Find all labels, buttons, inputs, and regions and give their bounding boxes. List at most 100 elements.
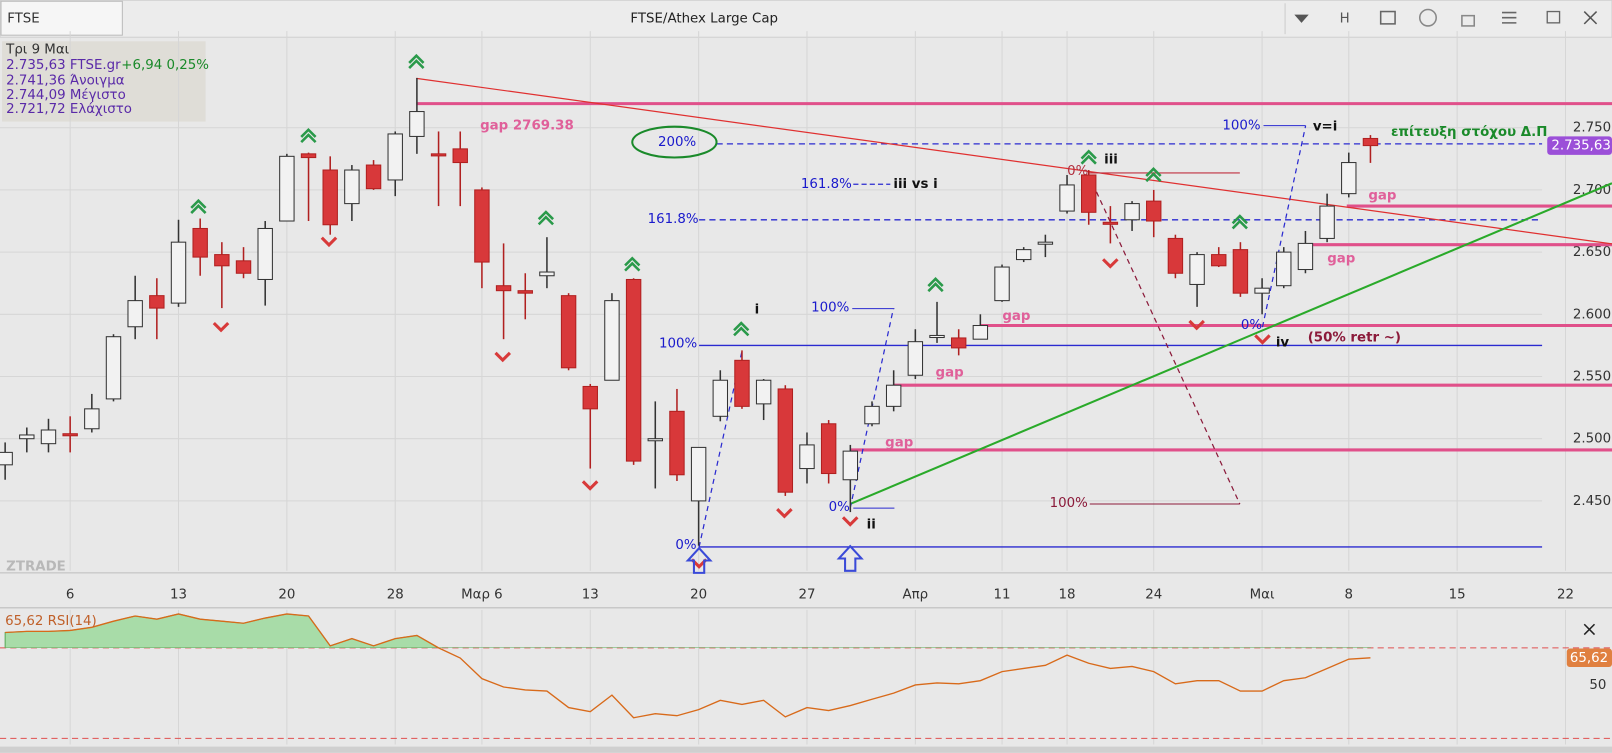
sell-signal (212, 321, 230, 333)
annotation: 100% (1050, 496, 1088, 511)
candle-body (322, 169, 338, 226)
buy-signal (190, 198, 207, 214)
candle-body (452, 148, 468, 164)
buy-signal (733, 321, 750, 337)
close-indicator-button[interactable] (1583, 623, 1596, 636)
x-tick-label: 15 (1449, 587, 1466, 602)
candle-body (1189, 254, 1205, 285)
menu-button[interactable] (1501, 11, 1517, 24)
candle-body (474, 189, 490, 263)
sell-signal (494, 351, 512, 363)
y-tick-label: 2.650 (1573, 245, 1611, 260)
symbol-tab[interactable] (0, 0, 123, 36)
annotation: ii (867, 518, 876, 533)
candle-body (365, 164, 382, 190)
candle-body (820, 423, 837, 475)
x-tick-label: 13 (582, 587, 599, 602)
annotation: 0% (675, 538, 696, 553)
trend-line (849, 182, 1612, 505)
candle-body (1146, 200, 1162, 222)
close-button[interactable] (1583, 10, 1598, 25)
x-tick-label: Μαι (1250, 587, 1275, 602)
info-open: 2.741,36 Άνοιγμα (6, 72, 125, 88)
y-tick-label: 2.600 (1573, 307, 1611, 322)
candle-body (929, 334, 945, 339)
lock-button[interactable] (1461, 14, 1476, 27)
rsi-line (5, 613, 1371, 719)
annotation: iii (1104, 153, 1118, 168)
candle-body (1037, 241, 1054, 245)
annotation: gap (1327, 251, 1355, 266)
scrollbar[interactable] (0, 746, 1612, 753)
candle-body (755, 379, 772, 405)
rsi-last-label: 65,62 (1570, 651, 1608, 666)
candle-body (560, 295, 577, 369)
candle-body (647, 438, 663, 442)
candle-body (84, 408, 100, 430)
candle-body (517, 290, 533, 294)
x-tick-label: 20 (690, 587, 707, 602)
annotation: 161.8% (648, 212, 699, 227)
candle-body (885, 384, 902, 407)
annotation: 0% (1241, 318, 1262, 333)
candle-body (1319, 205, 1335, 239)
dropdown-button[interactable] (1294, 14, 1309, 23)
candle-body (1211, 254, 1227, 267)
candle-body (1102, 221, 1119, 225)
x-tick-label: 22 (1557, 587, 1574, 602)
layout-button[interactable] (1379, 10, 1396, 25)
x-tick-label: 27 (798, 587, 815, 602)
candle-body (1276, 251, 1292, 287)
annotation: 0% (1067, 164, 1088, 179)
x-tick-label: 18 (1059, 587, 1076, 602)
annotation: v=i (1313, 120, 1337, 135)
annotation: gap (885, 435, 913, 450)
candle-body (907, 341, 924, 376)
info-date: Τρι 9 Μαι (5, 43, 69, 58)
candle-body (1254, 287, 1270, 294)
last-price-box (1547, 136, 1612, 155)
candle-body (799, 444, 815, 470)
sell-signal (841, 516, 859, 527)
candle-body (105, 336, 122, 400)
annotation: (50% retr ~) (1308, 330, 1401, 345)
candle-body (734, 359, 750, 407)
candle-body (712, 379, 729, 417)
buy-signal (927, 277, 944, 293)
rsi-title: 65,62 RSI(14) (5, 614, 97, 629)
x-tick-label: 20 (278, 587, 295, 602)
info-low: 2.721,72 Ελάχιστο (6, 101, 132, 117)
rsi-last-box (1566, 648, 1612, 668)
x-tick-label: 13 (170, 587, 187, 602)
candle-body (0, 451, 13, 466)
annotation: 0% (829, 500, 850, 515)
annotation: iv (1276, 336, 1290, 351)
h-button[interactable]: H (1340, 12, 1350, 27)
last-price-label: 2.735,63 (1551, 139, 1611, 154)
candle-body (300, 153, 317, 159)
buy-signal (408, 53, 425, 69)
candle-body (1015, 249, 1032, 261)
info-change: +6,94 0,25% (121, 58, 209, 73)
comment-button[interactable] (1418, 8, 1437, 27)
y-tick-label: 2.550 (1573, 370, 1611, 385)
candle-body (864, 405, 880, 425)
buy-signal (1145, 167, 1162, 183)
sell-signal (581, 480, 599, 491)
candle-body (235, 260, 252, 274)
sell-signal (1254, 334, 1271, 345)
buy-signal (537, 210, 555, 226)
annotation: gap (1368, 189, 1396, 204)
trend-line (416, 77, 1612, 245)
info-box (2, 41, 206, 122)
candle-body (950, 337, 967, 349)
buy-signal (1080, 149, 1097, 165)
annotation: i (755, 303, 760, 318)
annotation: gap (1002, 309, 1030, 324)
restore-button[interactable] (1546, 10, 1561, 24)
y-tick-label: 2.500 (1573, 432, 1611, 447)
annotation: 100% (1222, 119, 1260, 134)
candle-body (409, 111, 425, 137)
candle-body (170, 241, 187, 304)
